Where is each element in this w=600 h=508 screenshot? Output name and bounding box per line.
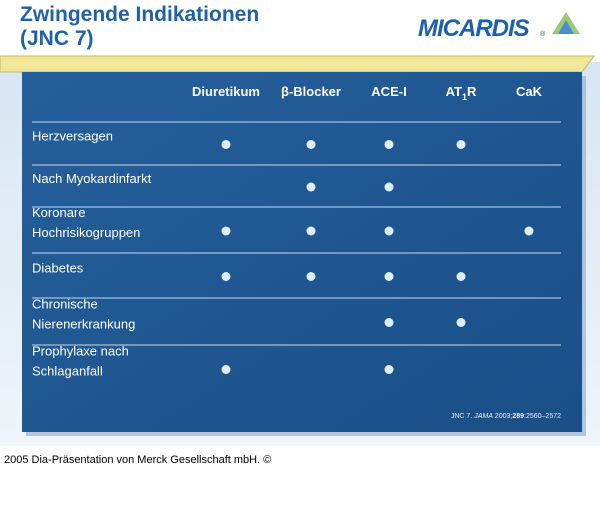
- indication-dot: [384, 272, 394, 281]
- column-header: β-Blocker: [281, 84, 341, 99]
- indication-dot: [384, 140, 394, 149]
- column-header-part: 1: [462, 92, 467, 102]
- column-header-part: R: [467, 84, 477, 99]
- indication-dot: [524, 226, 534, 236]
- row-label: Prophylaxe nach: [32, 344, 129, 359]
- indication-dot: [306, 226, 316, 236]
- indication-dot: [384, 226, 394, 236]
- row-label: Nierenerkrankung: [32, 317, 135, 332]
- column-header: AT1R: [446, 84, 477, 102]
- indication-dot: [384, 318, 394, 327]
- indication-dot: [221, 365, 231, 374]
- indication-dot: [456, 318, 466, 327]
- title: Zwingende Indikationen: [20, 3, 259, 26]
- indication-dot: [306, 272, 316, 281]
- column-header: CaK: [516, 84, 543, 99]
- citation-part: 289: [512, 413, 524, 420]
- indication-dot: [221, 226, 231, 236]
- column-header: ACE-I: [371, 84, 406, 99]
- footer: 2005 Dia-Präsentation von Merck Gesellsc…: [4, 454, 271, 466]
- citation-part: :2560–2572: [524, 413, 561, 420]
- indication-dot: [384, 365, 394, 374]
- row-label: Herzversagen: [32, 129, 113, 144]
- indication-dot: [221, 140, 231, 149]
- indication-dot: [221, 272, 231, 281]
- citation-part: JNC 7.: [451, 413, 474, 420]
- logo: MICARDIS: [418, 15, 530, 42]
- indication-dot: [384, 182, 394, 192]
- logo-mark: ®: [540, 30, 546, 38]
- citation-part: JAMA: [473, 413, 493, 420]
- indication-dot: [456, 272, 466, 281]
- yellow-band: [0, 55, 595, 73]
- row-label: Diabetes: [32, 261, 84, 276]
- title: (JNC 7): [20, 27, 94, 50]
- logo-icon: [558, 20, 574, 34]
- column-header-part: AT: [446, 84, 462, 99]
- table-panel: [22, 72, 582, 432]
- row-label: Koronare: [32, 205, 85, 220]
- indication-dot: [306, 140, 316, 149]
- citation-part: 2003;: [493, 413, 513, 420]
- row-label: Chronische: [32, 297, 98, 312]
- citation: JNC 7. JAMA 2003;289:2560–2572: [451, 413, 561, 420]
- row-label: Schlaganfall: [32, 364, 103, 379]
- row-label: Nach Myokardinfarkt: [32, 171, 152, 186]
- indication-dot: [306, 182, 316, 192]
- column-header: Diuretikum: [192, 84, 260, 99]
- indication-dot: [456, 140, 466, 149]
- row-label: Hochrisikogruppen: [32, 225, 140, 240]
